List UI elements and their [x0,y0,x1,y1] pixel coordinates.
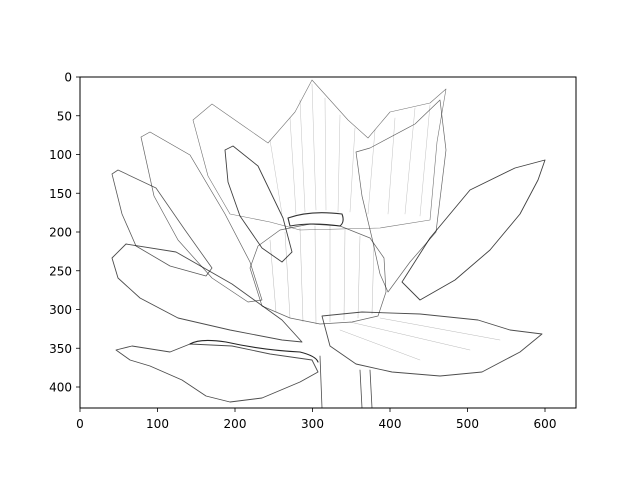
petal-far-right [401,159,546,301]
plot-area [80,77,576,408]
x-tick-label: 200 [224,417,247,431]
x-tick-label: 0 [76,417,84,431]
x-tick-label: 400 [379,417,402,431]
y-tick-label: 250 [49,264,72,278]
x-tick-labels: 0 100 200 300 400 500 600 [76,417,556,431]
petal-center-bowl [249,223,387,325]
y-tick-label: 300 [49,303,72,317]
y-tick-labels: 0 50 100 150 200 250 300 350 400 [49,71,72,395]
seed-pod [287,212,344,227]
axes-frame [79,76,577,409]
petal-top [192,79,447,231]
y-tick-label: 400 [49,381,72,395]
petal-far-left [111,169,213,277]
center-bowl-veins [269,225,375,325]
y-tick-label: 200 [49,226,72,240]
x-axis [79,408,546,412]
x-tick-label: 600 [534,417,557,431]
petal-right-upper [355,99,447,293]
petal-bottom-left-curl [189,339,319,363]
y-tick-label: 0 [64,71,72,85]
petal-bottom-left [115,343,319,403]
stem [319,355,373,408]
petal-lower-left [111,243,303,343]
right-lower-veins [339,317,501,361]
petal-right-lower [321,311,543,377]
petal-upper-left [140,131,263,303]
x-tick-label: 500 [456,417,479,431]
y-tick-label: 50 [57,109,72,123]
y-tick-label: 350 [49,342,72,356]
y-tick-label: 150 [49,187,72,201]
x-tick-label: 300 [301,417,324,431]
petal-inner-left [224,145,293,263]
y-tick-label: 100 [49,148,72,162]
y-axis [76,76,80,388]
lotus-sketch [111,79,546,408]
x-tick-label: 100 [146,417,169,431]
petal-top-veins [269,83,431,217]
